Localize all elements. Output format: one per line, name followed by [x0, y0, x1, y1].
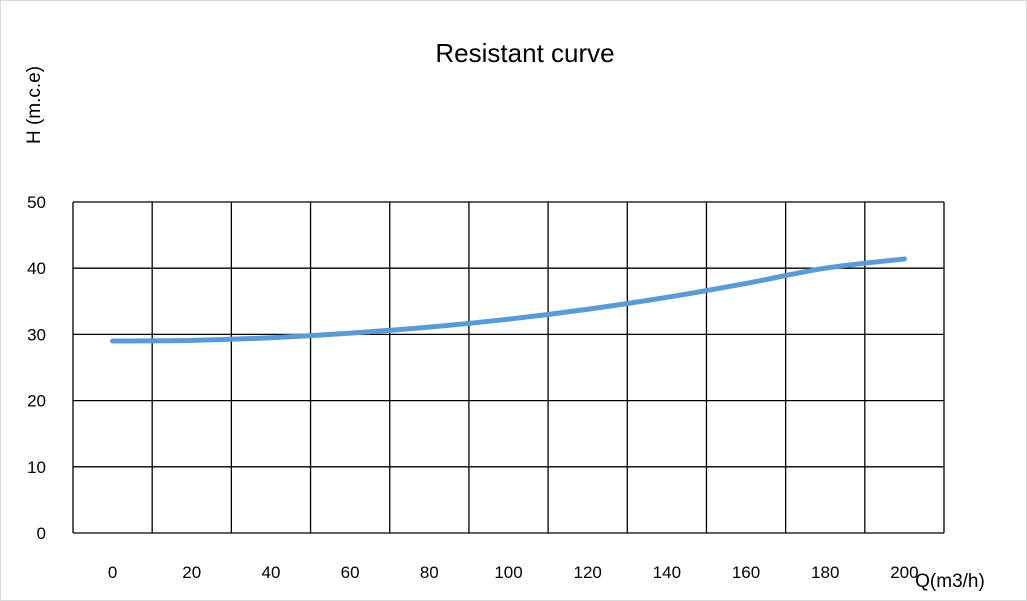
x-tick-label: 140	[653, 563, 681, 582]
y-tick-label: 40	[27, 259, 46, 278]
x-tick-label: 120	[573, 563, 601, 582]
grid	[72, 201, 945, 534]
x-tick-label: 180	[811, 563, 839, 582]
x-tick-label: 20	[182, 563, 201, 582]
series-line	[110, 256, 907, 344]
x-axis-label: Q(m3/h)	[915, 571, 985, 592]
x-tick-label: 60	[341, 563, 360, 582]
x-tick-label: 100	[494, 563, 522, 582]
tick-labels: 0 10 20 30 40 50 0 20 40 60 80 100 120 140 160 180 200	[27, 193, 919, 582]
series-layer	[110, 256, 907, 344]
y-tick-label: 20	[27, 392, 46, 411]
y-tick-label: 10	[27, 458, 46, 477]
y-tick-label: 0	[37, 524, 46, 543]
x-tick-label: 80	[420, 563, 439, 582]
chart-title: Resistant curve	[435, 38, 614, 68]
x-tick-label: 160	[732, 563, 760, 582]
y-tick-label: 30	[27, 325, 46, 344]
y-axis-label: H (m.c.e)	[24, 66, 45, 144]
x-tick-label: 40	[261, 563, 280, 582]
y-tick-label: 50	[27, 193, 46, 212]
x-tick-label: 0	[108, 563, 117, 582]
x-tick-label: 200	[890, 563, 918, 582]
